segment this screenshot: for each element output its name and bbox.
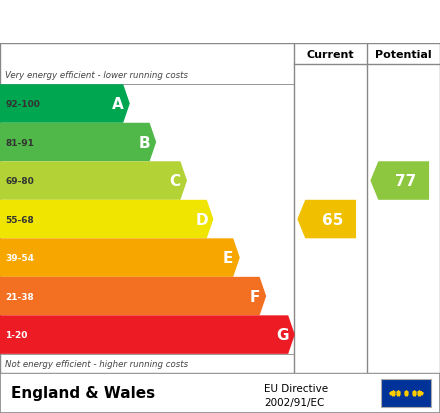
Text: Energy Efficiency Rating: Energy Efficiency Rating (11, 12, 280, 31)
Text: Not energy efficient - higher running costs: Not energy efficient - higher running co… (5, 359, 188, 368)
Text: 21-38: 21-38 (5, 292, 34, 301)
Polygon shape (0, 200, 213, 239)
Text: 1-20: 1-20 (5, 330, 28, 339)
Text: 77: 77 (396, 173, 417, 189)
Text: 2002/91/EC: 2002/91/EC (264, 397, 324, 407)
Polygon shape (0, 277, 266, 316)
Text: Potential: Potential (375, 50, 432, 59)
Text: England & Wales: England & Wales (11, 386, 155, 401)
Polygon shape (0, 162, 187, 200)
Text: 65: 65 (323, 212, 344, 227)
Text: Current: Current (307, 50, 355, 59)
Text: EU Directive: EU Directive (264, 383, 328, 393)
Polygon shape (0, 239, 240, 277)
Text: B: B (139, 135, 150, 150)
Text: 39-54: 39-54 (5, 254, 34, 262)
Text: G: G (277, 328, 289, 342)
Text: F: F (249, 289, 260, 304)
Text: D: D (195, 212, 208, 227)
Text: E: E (223, 250, 233, 266)
Text: A: A (112, 97, 124, 112)
Text: Very energy efficient - lower running costs: Very energy efficient - lower running co… (5, 71, 188, 80)
Text: 92-100: 92-100 (5, 100, 40, 109)
Text: 81-91: 81-91 (5, 138, 34, 147)
Polygon shape (0, 123, 156, 162)
Polygon shape (370, 162, 429, 200)
Text: C: C (169, 173, 181, 189)
Polygon shape (297, 200, 356, 239)
Polygon shape (0, 85, 130, 123)
Text: 55-68: 55-68 (5, 215, 34, 224)
Polygon shape (0, 316, 295, 354)
Text: 69-80: 69-80 (5, 177, 34, 185)
Bar (381, 379, 431, 407)
